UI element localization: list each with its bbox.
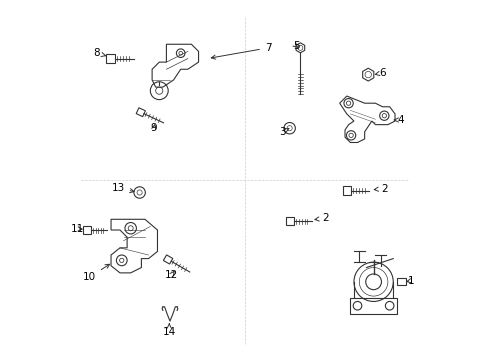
Text: 14: 14 [163, 324, 176, 337]
Polygon shape [163, 255, 173, 264]
Text: 8: 8 [94, 48, 106, 58]
Polygon shape [106, 54, 115, 63]
Polygon shape [343, 186, 351, 195]
Text: 12: 12 [165, 270, 178, 280]
Text: 2: 2 [374, 184, 388, 194]
Polygon shape [83, 226, 92, 234]
Text: 9: 9 [150, 123, 157, 133]
Text: 1: 1 [407, 276, 415, 286]
Text: 6: 6 [375, 68, 386, 78]
Text: 3: 3 [279, 127, 289, 137]
Text: 10: 10 [83, 264, 110, 282]
Polygon shape [286, 217, 294, 225]
Text: 4: 4 [394, 115, 404, 125]
Text: 7: 7 [211, 43, 271, 59]
Text: 13: 13 [112, 183, 134, 193]
Text: 2: 2 [315, 213, 329, 223]
Polygon shape [136, 108, 146, 117]
Text: 5: 5 [293, 41, 299, 51]
Text: 11: 11 [71, 224, 84, 234]
